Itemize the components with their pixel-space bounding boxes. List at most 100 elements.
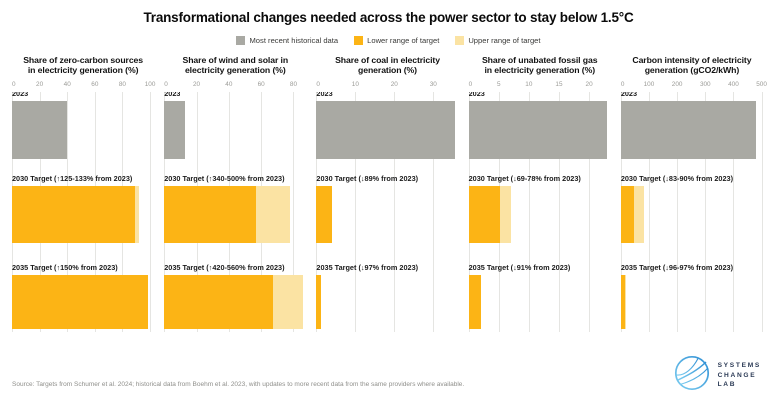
axis-tick-label: 80	[118, 81, 126, 88]
logo-line: SYSTEMS	[717, 361, 761, 369]
axis-tick-label: 0	[12, 81, 16, 88]
gridline	[705, 92, 707, 332]
target-bar	[164, 275, 306, 329]
historical-swatch	[236, 36, 246, 45]
axis-tick-label: 5	[496, 81, 501, 88]
plot-area: 2023 2030 Target (↓69-78% from 2023) 2035 …	[468, 92, 611, 332]
axis-tick-label: 200	[671, 81, 683, 88]
axis-tick-label: 0	[316, 81, 320, 88]
plot-area: 2023 2030 Target (↓83-90% from 2023) 2035 …	[620, 92, 763, 332]
page-title: Transformational changes needed across t…	[143, 10, 634, 25]
gridline	[677, 92, 679, 332]
axis-tick-label: 80	[289, 81, 298, 88]
lower-range-segment	[316, 186, 332, 243]
lower-range-segment	[12, 186, 135, 243]
panel-title: Share of zero-carbon sources in electrici…	[23, 55, 144, 76]
target-bar	[316, 275, 458, 329]
lower-range-segment	[468, 186, 500, 243]
historical-segment	[620, 101, 756, 159]
lower-range-segment	[12, 275, 149, 329]
systems-change-lab-logo: SYSTEMS CHANGE LAB	[674, 355, 761, 396]
gridline	[433, 92, 435, 332]
axis-tick-label: 100	[144, 81, 156, 88]
panel-title: Share of wind and solar in electricity ge…	[182, 55, 289, 76]
lower-target-swatch	[354, 36, 364, 45]
axis-tick-label: 0	[468, 81, 473, 88]
axis-tick-label: 400	[728, 81, 739, 88]
bar-label: 2035 Target (↓96-97% from 2023)	[620, 263, 734, 272]
bar-label: 2023	[620, 92, 638, 98]
target-bar	[164, 186, 306, 243]
upper-target-swatch	[455, 36, 465, 45]
gridline	[648, 92, 650, 332]
target-bar	[12, 275, 154, 329]
logo-line: CHANGE	[717, 371, 757, 379]
gridline	[355, 92, 357, 332]
plot-area: 2023 2030 Target (↓89% from 2023) 2035 Tar…	[316, 92, 458, 332]
historical-segment	[316, 101, 455, 159]
bar-label: 2023	[12, 92, 29, 98]
plot-area: 2023 2030 Target (↑340-500% from 2023) 203…	[164, 92, 306, 332]
upper-range-segment	[273, 275, 304, 329]
axis-tick-label: 500	[756, 81, 767, 88]
bar-label: 2023	[468, 92, 485, 98]
gridline	[733, 92, 735, 332]
legend-item-upper-target: Upper range of target	[455, 36, 541, 45]
legend-label: Lower range of target	[367, 36, 440, 45]
target-bar	[316, 186, 458, 243]
chart-panels: Share of zero-carbon sources in electrici…	[12, 55, 767, 332]
legend-item-lower-target: Lower range of target	[354, 36, 439, 45]
historical-segment	[468, 101, 608, 159]
gridline	[150, 92, 152, 332]
chart-panel-5: Carbon intensity of electricity generatio…	[620, 55, 767, 332]
bar-label: 2035 Target (↑150% from 2023)	[12, 263, 118, 272]
gridline	[761, 92, 763, 332]
logo-wordmark: SYSTEMS CHANGE LAB	[718, 361, 761, 391]
axis-tick-label: 20	[390, 81, 398, 88]
axis-tick-label: 60	[257, 81, 265, 88]
lower-range-segment	[316, 275, 321, 329]
historical-bar	[468, 101, 611, 159]
gridline	[558, 92, 560, 332]
historical-bar	[12, 101, 154, 159]
axis-tick-label: 0	[620, 81, 625, 88]
axis-tick-label: 0	[164, 81, 168, 88]
target-bar	[620, 275, 763, 329]
gridline	[293, 92, 295, 332]
lower-range-segment	[164, 275, 274, 329]
lower-range-segment	[620, 275, 625, 329]
historical-bar	[620, 101, 763, 159]
legend-item-historical: Most recent historical data	[236, 36, 338, 45]
x-axis: 0 10 20 30	[316, 81, 458, 90]
panel-title: Carbon intensity of electricity generatio…	[632, 55, 752, 76]
panel-title: Share of unabated fossil gas in electrici…	[481, 55, 598, 76]
bar-label: 2023	[164, 92, 181, 98]
chart-panel-1: Share of zero-carbon sources in electrici…	[12, 55, 156, 332]
plot-area: 2023 2030 Target (↑125-133% from 2023) 203…	[12, 92, 154, 332]
bar-label: 2030 Target (↑125-133% from 2023)	[12, 174, 133, 183]
chart-panel-4: Share of unabated fossil gas in electrici…	[468, 55, 611, 332]
axis-tick-label: 20	[585, 81, 593, 88]
bar-label: 2030 Target (↓69-78% from 2023)	[468, 174, 581, 183]
x-axis: 0 20 40 60 80 100	[12, 81, 156, 90]
logo-globe-icon	[674, 355, 710, 396]
target-bar	[12, 186, 154, 243]
source-note: Source: Targets from Schumer et al. 2024…	[12, 381, 465, 388]
target-bar	[468, 275, 611, 329]
x-axis: 0 100 200 300 400 500	[620, 81, 767, 90]
target-bar	[468, 186, 611, 243]
axis-tick-label: 40	[63, 81, 71, 88]
logo-line: LAB	[717, 381, 737, 389]
upper-range-segment	[256, 186, 291, 243]
axis-tick-label: 30	[429, 81, 437, 88]
gridline	[528, 92, 530, 332]
panel-title: Share of coal in electricity generation (…	[335, 55, 440, 76]
target-bar	[620, 186, 763, 243]
historical-bar	[316, 101, 458, 159]
legend-label: Upper range of target	[468, 36, 541, 45]
legend: Most recent historical data Lower range …	[0, 36, 777, 45]
historical-bar	[164, 101, 306, 159]
chart-panel-2: Share of wind and solar in electricity ge…	[164, 55, 306, 332]
axis-tick-label: 20	[36, 81, 44, 88]
chart-panel-3: Share of coal in electricity generation (…	[316, 55, 458, 332]
